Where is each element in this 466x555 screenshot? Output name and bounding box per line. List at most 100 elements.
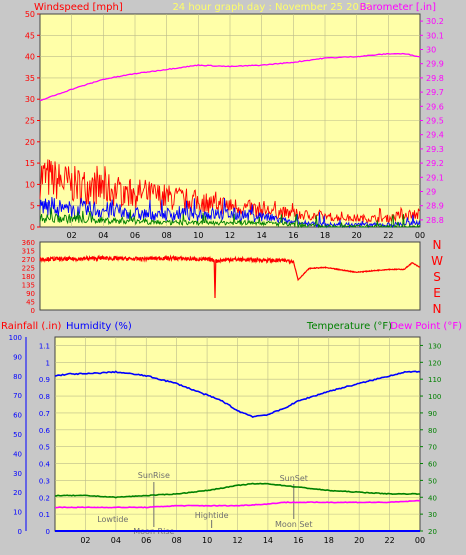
rainfall-tick-label: 0.6 bbox=[39, 427, 51, 435]
humidity-tick-label: 100 bbox=[9, 334, 22, 342]
event-label: SunRise bbox=[138, 471, 170, 480]
graph-title: 24 hour graph day : November 25 2013 bbox=[172, 2, 371, 13]
rainfall-tick-label: 0.9 bbox=[39, 376, 50, 384]
barometer-tick-label: 29.9 bbox=[426, 60, 444, 69]
rainfall-tick-label: 1.1 bbox=[39, 342, 50, 350]
direction-tick-label: 270 bbox=[22, 256, 35, 264]
rainfall-tick-label: 0.2 bbox=[39, 494, 50, 502]
direction-tick-label: 90 bbox=[26, 290, 35, 298]
windspeed-tick-label: 25 bbox=[25, 117, 35, 126]
windspeed-line bbox=[39, 159, 421, 223]
wind-x-tick-label: 22 bbox=[383, 231, 393, 240]
wind-x-ticks: 02 04 06 08 10 12 14 16 18 20 22 00 bbox=[67, 231, 426, 240]
temperature-tick-label: 50 bbox=[428, 477, 437, 485]
temperature-tick-label: 30 bbox=[428, 511, 437, 519]
humidity-tick-label: 70 bbox=[13, 392, 22, 400]
climate-x-tick-label: 14 bbox=[263, 536, 273, 545]
rainfall-tick-label: 0.5 bbox=[39, 444, 50, 452]
compass-letters: N W S E N bbox=[431, 238, 443, 316]
humidity-tick-label: 10 bbox=[13, 509, 22, 517]
temperature-f-line bbox=[55, 482, 420, 499]
windspeed-tick-label: 50 bbox=[25, 10, 35, 19]
event-label: SunSet bbox=[280, 474, 308, 483]
rainfall-y-ticks: 0 0.1 0.2 0.3 0.4 0.5 0.6 0.7 0.8 0.9 1 1.1 bbox=[39, 342, 51, 536]
temperature-tick-label: 80 bbox=[428, 427, 437, 435]
climate-x-tick-label: 12 bbox=[232, 536, 242, 545]
compass-n-top: N bbox=[433, 238, 442, 252]
windspeed-tick-label: 15 bbox=[25, 159, 35, 168]
windspeed-axis-title: Windspeed [mph] bbox=[34, 2, 123, 13]
rainfall-tick-label: 0.4 bbox=[39, 461, 51, 469]
barometer-tick-label: 29.2 bbox=[426, 159, 444, 168]
compass-s: S bbox=[433, 270, 441, 284]
direction-tick-label: 360 bbox=[22, 239, 35, 247]
panel-climate-grid bbox=[55, 337, 420, 531]
humidity-axis-title: Humidity (%) bbox=[66, 321, 132, 332]
wind-x-tick-label: 00 bbox=[415, 231, 425, 240]
wind-x-tick-label: 16 bbox=[288, 231, 298, 240]
panel-direction-plot bbox=[39, 241, 421, 311]
climate-x-tick-label: 16 bbox=[293, 536, 303, 545]
windspeed-tick-label: 10 bbox=[25, 180, 35, 189]
barometer-tick-label: 29 bbox=[426, 188, 436, 197]
barometer-tick-label: 29.6 bbox=[426, 102, 444, 111]
humidity-line bbox=[54, 370, 421, 419]
direction-tick-label: 180 bbox=[22, 273, 35, 281]
climate-x-tick-label: 00 bbox=[415, 536, 425, 545]
climate-x-tick-label: 20 bbox=[354, 536, 364, 545]
compass-e: E bbox=[433, 286, 441, 300]
barometer-line bbox=[39, 52, 421, 102]
humidity-tick-label: 50 bbox=[13, 431, 22, 439]
wind-x-tick-label: 10 bbox=[193, 231, 203, 240]
direction-series bbox=[39, 254, 421, 299]
temperature-tick-label: 100 bbox=[428, 393, 441, 401]
wind-x-tick-label: 08 bbox=[162, 231, 172, 240]
dew-point-f-line bbox=[54, 499, 421, 509]
compass-w: W bbox=[431, 254, 443, 268]
event-label: Hightide bbox=[195, 511, 229, 520]
wind-x-tick-label: 20 bbox=[352, 231, 362, 240]
direction-tick-label: 0 bbox=[31, 307, 35, 315]
wind-series bbox=[39, 52, 421, 229]
barometer-tick-label: 29.4 bbox=[426, 131, 444, 140]
barometer-tick-label: 30.1 bbox=[426, 31, 444, 40]
wind-direction-line bbox=[39, 254, 421, 299]
compass-n-bottom: N bbox=[433, 302, 442, 316]
humidity-tick-label: 40 bbox=[13, 450, 22, 458]
climate-x-tick-label: 06 bbox=[141, 536, 151, 545]
humidity-tick-label: 60 bbox=[13, 412, 22, 420]
wind-x-tick-label: 02 bbox=[67, 231, 77, 240]
barometer-tick-label: 29.1 bbox=[426, 173, 444, 182]
barometer-tick-label: 29.8 bbox=[426, 74, 444, 83]
rainfall-axis-title: Rainfall (.in) bbox=[1, 321, 62, 332]
wind-x-tick-label: 18 bbox=[320, 231, 330, 240]
windspeed-y-ticks: 0 5 10 15 20 25 30 35 40 45 50 bbox=[25, 10, 40, 232]
windspeed-tick-label: 40 bbox=[25, 53, 35, 62]
dewpoint-axis-title: Dew Point (°F) bbox=[390, 321, 462, 332]
windspeed-tick-label: 35 bbox=[25, 74, 35, 83]
temperature-tick-label: 90 bbox=[428, 410, 437, 418]
barometer-tick-label: 28.8 bbox=[426, 216, 444, 225]
event-label: Moon Set bbox=[275, 520, 312, 529]
barometer-tick-label: 29.3 bbox=[426, 145, 444, 154]
event-label: Lowtide bbox=[97, 515, 128, 524]
direction-tick-label: 45 bbox=[26, 299, 35, 307]
temperature-tick-label: 120 bbox=[428, 359, 441, 367]
wind-x-tick-label: 14 bbox=[257, 231, 267, 240]
temperature-tick-label: 130 bbox=[428, 342, 441, 350]
humidity-tick-label: 0 bbox=[18, 528, 22, 536]
rainfall-tick-label: 0 bbox=[46, 528, 50, 536]
humidity-tick-label: 80 bbox=[13, 373, 22, 381]
barometer-tick-label: 30.2 bbox=[426, 17, 444, 26]
climate-x-tick-label: 02 bbox=[80, 536, 90, 545]
temperature-tick-label: 60 bbox=[428, 461, 437, 469]
temperature-y-ticks: 20 30 40 50 60 70 80 90 100 110 120 130 bbox=[420, 342, 441, 536]
panel-wind-grid bbox=[40, 14, 420, 227]
direction-tick-label: 315 bbox=[22, 248, 35, 256]
wind-x-tick-label: 12 bbox=[225, 231, 235, 240]
climate-x-tick-label: 04 bbox=[111, 536, 121, 545]
barometer-tick-label: 28.9 bbox=[426, 202, 444, 211]
barometer-axis-title: Barometer [.in] bbox=[360, 2, 436, 13]
